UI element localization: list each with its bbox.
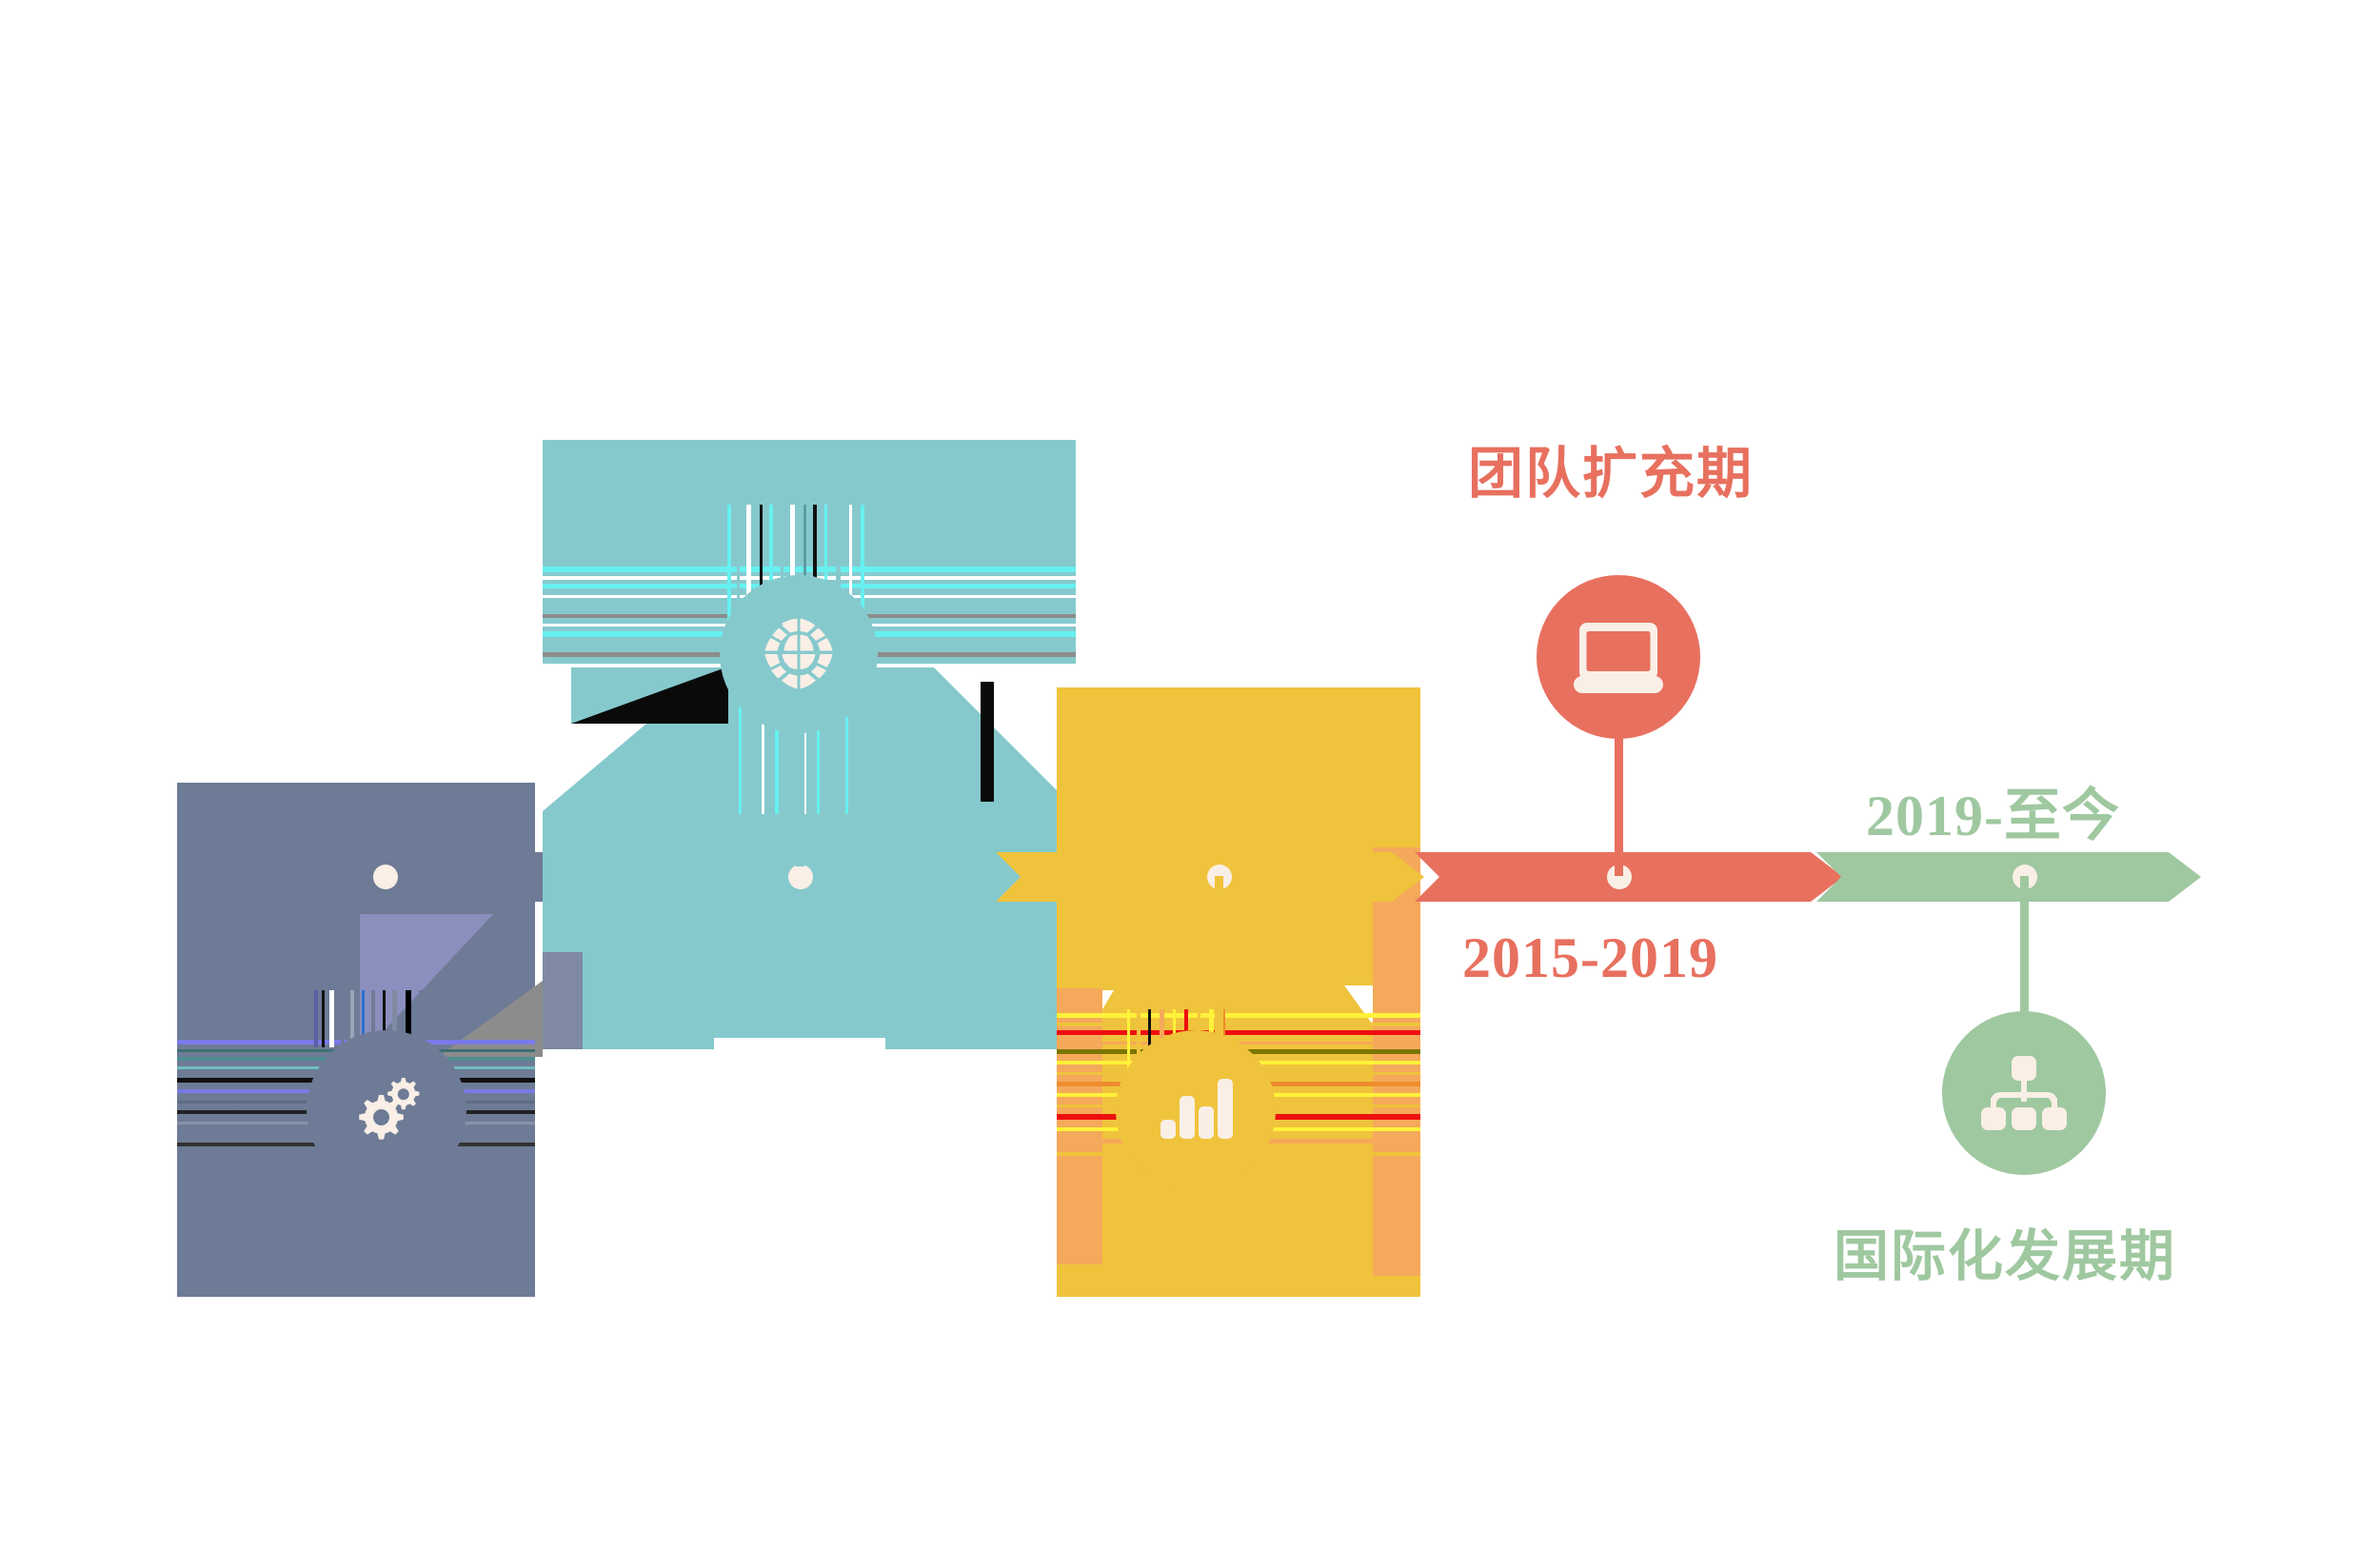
- stage-5-title: 国际化发展期: [1834, 1224, 2177, 1288]
- bar-chart-icon-badge[interactable]: [1116, 1030, 1276, 1190]
- stage-5-date: 2019-至今: [1866, 785, 2120, 847]
- laptop-icon: [1574, 623, 1663, 693]
- stage-2-corruption-bottom-strip: [714, 1038, 885, 1051]
- globe-icon-badge[interactable]: [720, 575, 878, 733]
- stage-5-connector-stem: [2020, 876, 2029, 1026]
- timeline-node-2[interactable]: [788, 865, 813, 889]
- stage-2-corruption-right-bar: [981, 682, 994, 802]
- stage-2-vertical-glitch-top: [724, 505, 876, 628]
- globe-icon: [764, 618, 833, 689]
- stage-2-corruption-diag: [571, 667, 728, 724]
- laptop-icon-badge[interactable]: [1537, 575, 1700, 739]
- stage-2-connector-stem: [796, 667, 804, 866]
- timeline-node-1[interactable]: [373, 865, 398, 889]
- org-chart-icon: [1981, 1056, 2067, 1130]
- bar-chart-icon: [1160, 1079, 1233, 1139]
- stage-4-title: 团队扩充期: [1468, 441, 1755, 506]
- stage-4-date: 2015-2019: [1462, 926, 1718, 989]
- stage-3-connector-stem: [1215, 876, 1223, 1066]
- stage-2-corruption-notch-right: [933, 667, 1076, 809]
- gears-icon: [359, 1078, 420, 1140]
- gears-icon-badge[interactable]: [307, 1030, 466, 1190]
- timeline-segment-2[interactable]: [567, 852, 1005, 902]
- stage-4-connector-stem: [1615, 726, 1623, 876]
- stage-2-corruption-bottom-left: [543, 952, 583, 1049]
- stage-1-vertical-glitch: [312, 990, 436, 1047]
- org-chart-icon-badge[interactable]: [1942, 1011, 2106, 1175]
- timeline-segment-5[interactable]: [1816, 852, 2201, 902]
